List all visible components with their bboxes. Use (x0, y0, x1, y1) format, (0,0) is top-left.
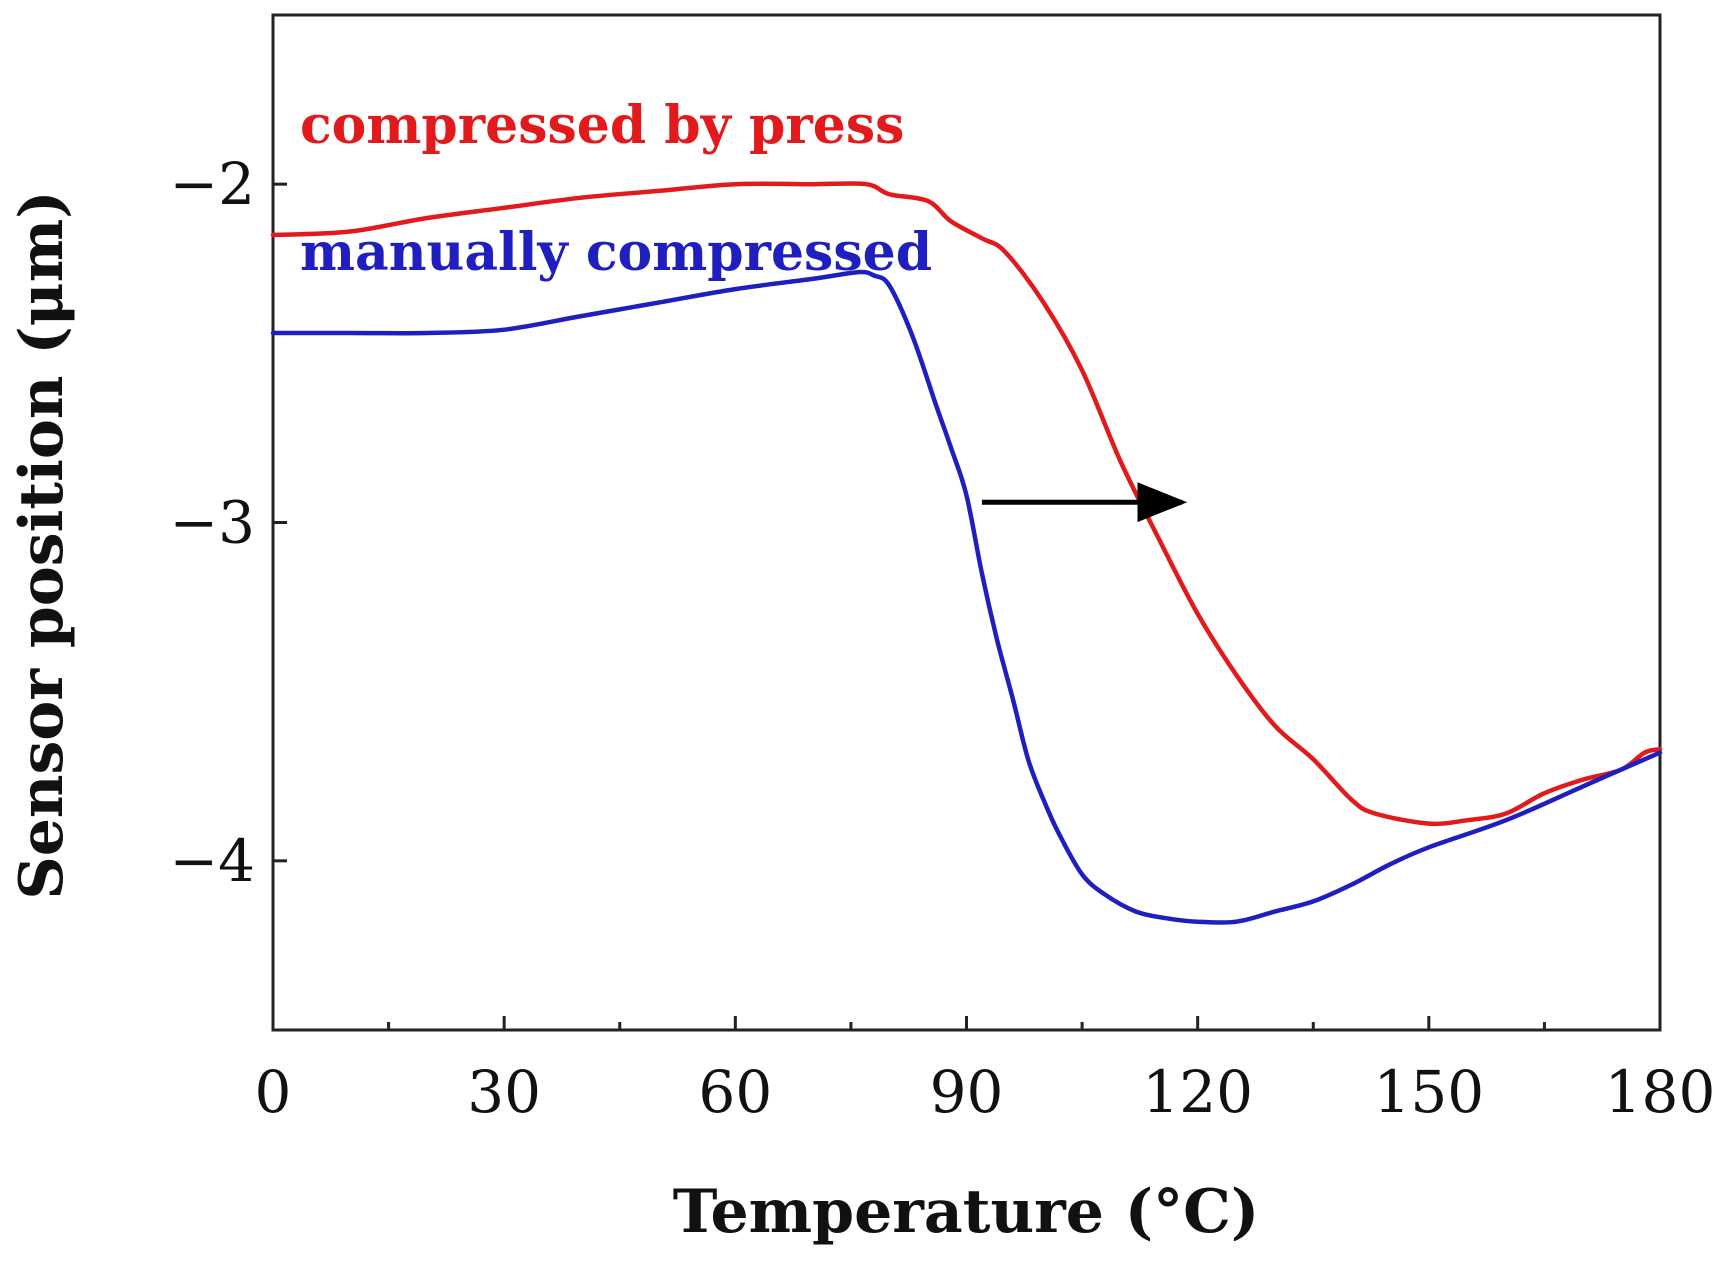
y-axis-title: Sensor position (μm) (7, 190, 77, 899)
y-tick-label: −3 (170, 489, 256, 557)
series-label-manually-compressed: manually compressed (300, 222, 932, 283)
series-layer (270, 181, 1663, 925)
y-tick-label: −4 (170, 827, 256, 895)
series-line-compressed-by-press (270, 181, 1663, 827)
y-tick-label: −2 (170, 150, 256, 218)
x-axis-title: Temperature (°C) (673, 1177, 1260, 1247)
x-tick-label: 180 (1605, 1058, 1712, 1126)
y-axis-ticks: −2 −3 −4 (170, 150, 287, 895)
series-line-manually-compressed (270, 269, 1663, 925)
x-tick-label: 150 (1373, 1058, 1484, 1126)
series-label-compressed-by-press: compressed by press (300, 95, 904, 156)
x-tick-label: 120 (1142, 1058, 1253, 1126)
x-tick-label: 30 (467, 1058, 541, 1126)
x-axis-ticks: 0 30 60 90 120 150 180 (255, 1016, 1712, 1126)
x-tick-label: 0 (255, 1058, 292, 1126)
x-tick-label: 90 (930, 1058, 1004, 1126)
x-tick-label: 60 (698, 1058, 772, 1126)
plot-frame (271, 13, 1662, 1032)
